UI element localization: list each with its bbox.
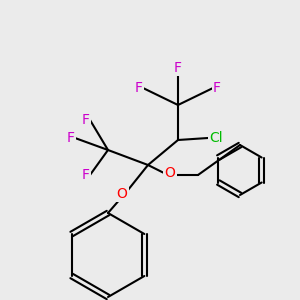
Text: O: O [165,166,176,180]
Text: F: F [82,113,90,127]
Text: F: F [67,131,75,145]
Text: F: F [213,81,221,95]
Text: O: O [117,187,128,201]
Text: F: F [82,168,90,182]
Text: F: F [174,61,182,75]
Text: Cl: Cl [209,131,223,145]
Text: F: F [135,81,143,95]
